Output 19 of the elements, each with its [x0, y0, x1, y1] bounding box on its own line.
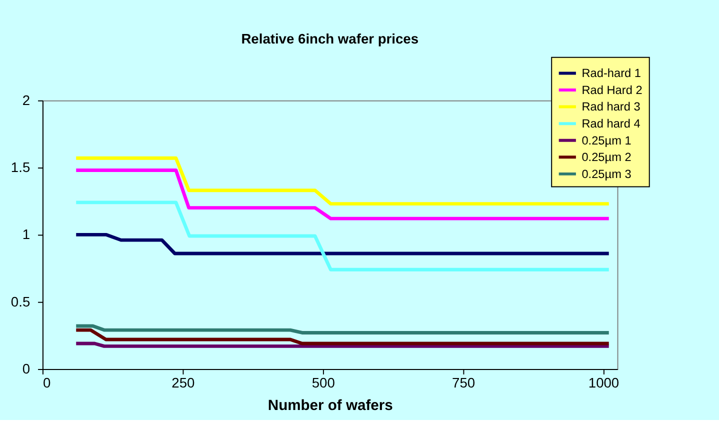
legend-label: Rad hard 4 [582, 116, 641, 131]
y-tick-label: 1.5 [10, 158, 30, 175]
legend-label: 0.25µm 2 [582, 150, 632, 164]
chart-title: Relative 6inch wafer prices [241, 30, 419, 47]
legend-label: 0.25µm 3 [582, 166, 632, 181]
y-tick-label: 0.5 [10, 293, 30, 310]
x-tick-label: 1000 [588, 374, 620, 390]
x-tick-label: 0 [42, 374, 51, 390]
x-tick-label: 250 [172, 374, 195, 390]
legend-label: Rad Hard 2 [582, 82, 642, 97]
x-axis-title: Number of wafers [268, 398, 393, 414]
y-tick-label: 1 [22, 226, 30, 242]
y-tick-label: 2 [22, 92, 30, 108]
x-tick-label: 500 [312, 374, 336, 390]
legend-label: Rad hard 3 [582, 100, 641, 114]
x-tick-label: 750 [452, 374, 476, 390]
legend-label: 0.25µm 1 [582, 133, 632, 148]
legend-label: Rad-hard 1 [582, 66, 642, 80]
y-tick-label: 0 [22, 360, 30, 376]
